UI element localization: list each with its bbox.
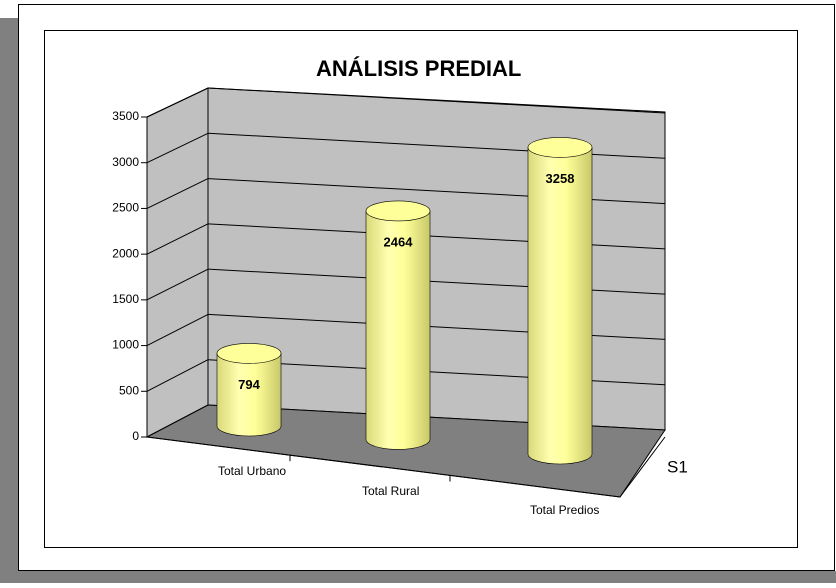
grid-line bbox=[146, 132, 209, 164]
grid-line bbox=[207, 87, 666, 114]
grid-line bbox=[146, 223, 209, 255]
chart-title: ANÁLISIS PREDIAL bbox=[316, 56, 521, 81]
side-wall bbox=[146, 87, 209, 438]
grid-line bbox=[146, 268, 209, 301]
y-tick-label: 1500 bbox=[112, 292, 139, 306]
y-tick-label: 500 bbox=[119, 383, 139, 397]
shadow bbox=[0, 18, 18, 583]
x-axis bbox=[146, 436, 621, 498]
y-tick-label: 1000 bbox=[112, 338, 139, 352]
bar-body bbox=[216, 353, 282, 437]
bar-top bbox=[365, 200, 431, 222]
grid-line bbox=[146, 313, 209, 347]
y-tick-label: 3500 bbox=[112, 109, 139, 123]
y-tick-label: 3000 bbox=[112, 155, 139, 169]
grid-line bbox=[146, 359, 209, 392]
shadow bbox=[0, 571, 836, 583]
grid-line bbox=[146, 87, 209, 118]
grid-line bbox=[146, 178, 209, 209]
bar bbox=[527, 137, 593, 465]
bar-top bbox=[527, 137, 593, 158]
series-label: S1 bbox=[667, 457, 688, 476]
bar-top bbox=[216, 343, 282, 364]
data-label: 3258 bbox=[546, 171, 575, 186]
y-tick-label: 2500 bbox=[112, 201, 139, 215]
y-tick-label: 0 bbox=[132, 429, 139, 443]
bar-body bbox=[527, 147, 593, 465]
y-tick-label: 2000 bbox=[112, 246, 139, 260]
data-label: 2464 bbox=[384, 234, 414, 249]
x-tick-label: Total Predios bbox=[530, 503, 599, 517]
depth-axis bbox=[619, 436, 666, 498]
x-tick-label: Total Rural bbox=[362, 484, 419, 498]
bar bbox=[216, 343, 282, 437]
bar bbox=[365, 200, 431, 450]
bar-body bbox=[365, 210, 431, 450]
x-tick-label: Total Urbano bbox=[218, 464, 286, 478]
data-label: 794 bbox=[238, 377, 260, 392]
